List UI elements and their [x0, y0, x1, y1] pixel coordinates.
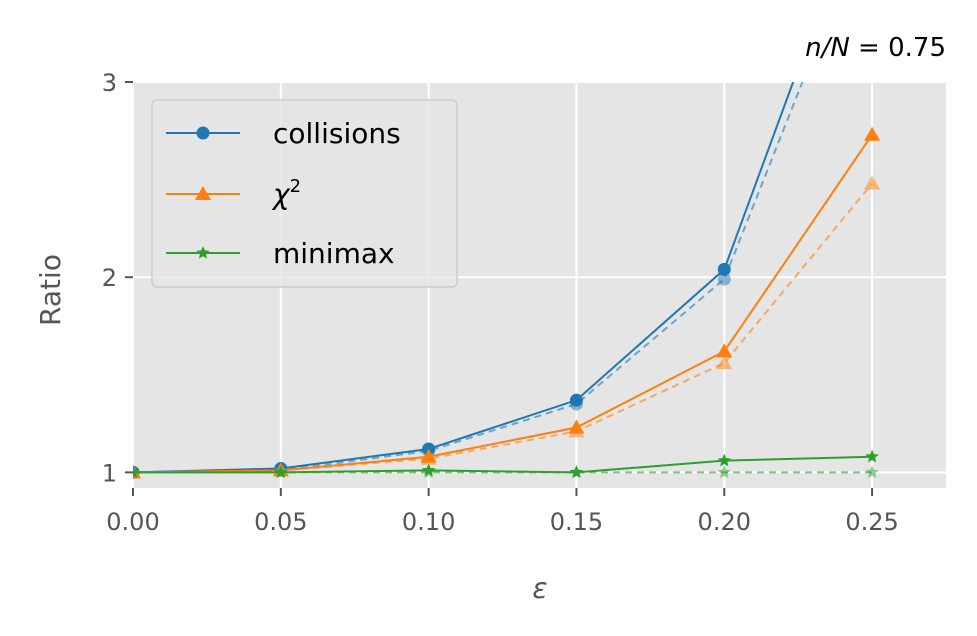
series-minimax — [133, 449, 879, 479]
legend-entry-collisions: collisions — [166, 117, 401, 150]
series-point-chi2 — [864, 126, 881, 141]
legend-entry-minimax: minimax — [166, 237, 395, 270]
legend-label-chi2: χ2 — [271, 176, 301, 211]
series-dashed-point-minimax — [717, 465, 731, 479]
series-point-minimax — [421, 463, 436, 477]
legend-entry-chi2: χ2 — [166, 176, 301, 211]
x-axis-label: ε — [532, 572, 547, 605]
series-point-minimax — [717, 453, 731, 467]
series-layer — [133, 82, 881, 479]
y-tick-label: 1 — [102, 459, 117, 487]
y-tick-label: 2 — [102, 264, 117, 292]
series-point-collisions — [717, 262, 731, 276]
legend-box — [151, 99, 458, 288]
legend-star-shape — [196, 246, 210, 259]
x-tick-label: 0.00 — [106, 508, 159, 536]
series-dashed-point-collisions — [717, 272, 731, 286]
annotation-lhs: n/N — [805, 33, 850, 63]
x-tick-label: 0.25 — [845, 508, 898, 536]
series-point-minimax — [569, 465, 584, 479]
x-tick-label: 0.10 — [402, 508, 455, 536]
axis-ticks: 0.00 0.05 0.10 0.15 0.20 0.25 1 2 3 — [102, 69, 899, 536]
series-point-chi2 — [568, 419, 585, 434]
annotation: n/N = 0.75 — [805, 33, 946, 63]
series-point-chi2 — [716, 343, 733, 358]
x-tick-label: 0.15 — [550, 508, 603, 536]
series-point-minimax — [865, 449, 879, 463]
series-point-collisions — [569, 393, 583, 407]
series-dashed-point-chi2 — [716, 355, 733, 370]
legend-label-chi2-sup: 2 — [290, 176, 301, 197]
series-dashed-point-chi2 — [864, 175, 881, 190]
series-dashed-point-minimax — [865, 465, 879, 479]
x-tick-label: 0.05 — [254, 508, 307, 536]
series-line-minimax — [133, 455, 873, 474]
y-axis-label: Ratio — [34, 254, 67, 326]
series-line-collisions — [133, 82, 795, 474]
series-point-minimax — [274, 465, 288, 479]
legend-label-chi2-base: χ — [271, 178, 291, 211]
legend-marker-chi2 — [195, 186, 211, 200]
y-tick-label: 3 — [102, 69, 117, 97]
x-tick-label: 0.20 — [698, 508, 751, 536]
legend-marker-collisions — [196, 126, 210, 140]
legend: collisions χ2 minimax — [151, 99, 458, 288]
series-line-chi2 — [133, 134, 873, 474]
annotation-value: 0.75 — [888, 33, 946, 63]
legend-label-collisions: collisions — [273, 117, 401, 150]
legend-label-minimax: minimax — [273, 237, 395, 270]
annotation-eq: = — [850, 33, 888, 63]
legend-marker-minimax — [196, 246, 210, 259]
series-point-minimax — [133, 465, 140, 479]
series-point-chi2 — [420, 448, 437, 463]
